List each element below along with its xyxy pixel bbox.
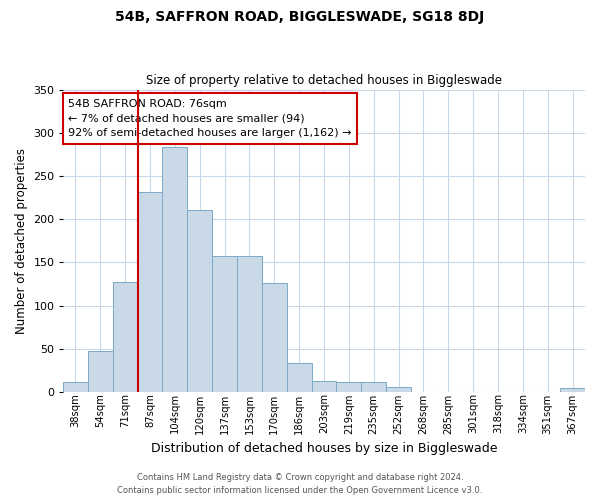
Bar xyxy=(187,210,212,392)
Bar xyxy=(88,352,113,392)
Y-axis label: Number of detached properties: Number of detached properties xyxy=(15,148,28,334)
Bar xyxy=(337,382,361,392)
Text: Contains HM Land Registry data © Crown copyright and database right 2024.
Contai: Contains HM Land Registry data © Crown c… xyxy=(118,473,482,495)
Bar xyxy=(237,256,262,392)
Bar xyxy=(163,146,187,392)
Bar xyxy=(262,283,287,392)
Bar xyxy=(113,282,137,392)
Bar xyxy=(386,386,411,392)
Text: 54B, SAFFRON ROAD, BIGGLESWADE, SG18 8DJ: 54B, SAFFRON ROAD, BIGGLESWADE, SG18 8DJ xyxy=(115,10,485,24)
X-axis label: Distribution of detached houses by size in Biggleswade: Distribution of detached houses by size … xyxy=(151,442,497,455)
Bar xyxy=(212,256,237,392)
Bar xyxy=(137,192,163,392)
Bar xyxy=(361,382,386,392)
Bar xyxy=(560,388,585,392)
Title: Size of property relative to detached houses in Biggleswade: Size of property relative to detached ho… xyxy=(146,74,502,87)
Bar xyxy=(311,380,337,392)
Text: 54B SAFFRON ROAD: 76sqm
← 7% of detached houses are smaller (94)
92% of semi-det: 54B SAFFRON ROAD: 76sqm ← 7% of detached… xyxy=(68,98,352,138)
Bar xyxy=(287,362,311,392)
Bar xyxy=(63,382,88,392)
